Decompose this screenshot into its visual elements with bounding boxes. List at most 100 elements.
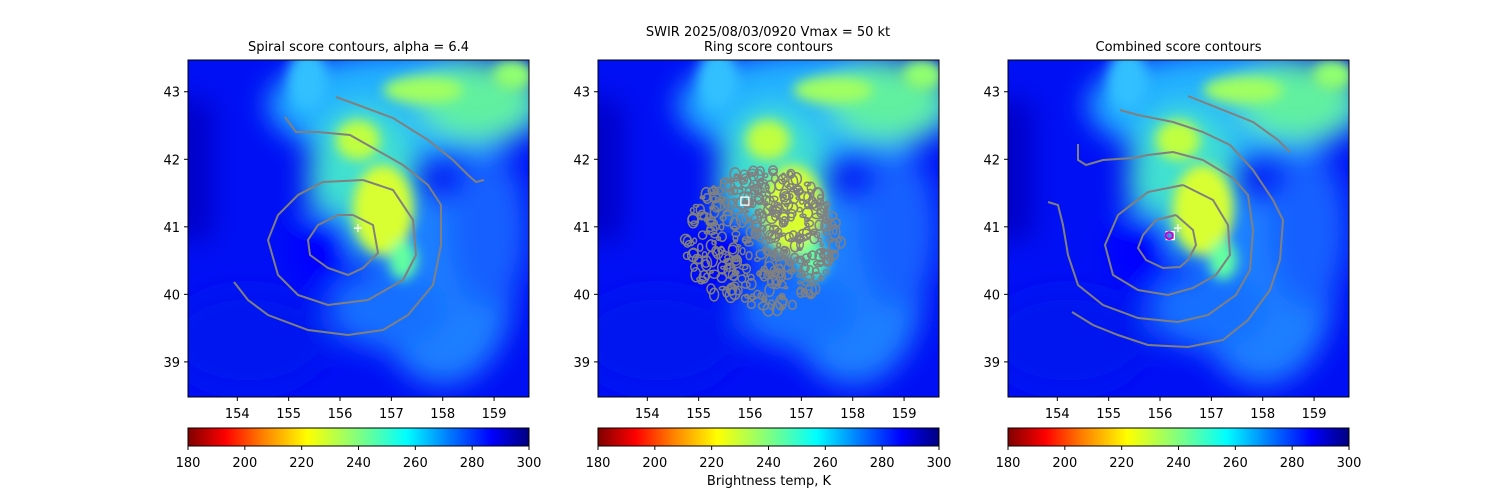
colorbar-tick-label: 240 [1166,456,1191,471]
ring-contour [711,239,717,246]
ring-contour [724,254,733,261]
ring-contour [789,239,801,253]
colorbar-tick-label: 200 [232,456,257,471]
ring-contour [772,246,785,262]
ring-contour [767,165,779,177]
ring-contour [749,199,757,209]
ring-contour [806,181,816,194]
ring-contour [709,205,720,219]
panel-3: Combined score contours 154 155 156 157 158 15… [983,40,1368,471]
x-tick-label: 155 [276,407,301,422]
colorbar-gradient [597,427,940,447]
x-tick-label: 159 [482,407,507,422]
brightness-temp-image [578,50,958,397]
x-tick-label: 157 [1199,407,1224,422]
ring-contour [789,252,800,264]
y-tick-label: 40 [573,288,590,303]
ring-contour [821,248,834,267]
ring-contour [745,277,757,291]
ring-contour [701,250,708,259]
y-tick-label: 41 [573,221,590,236]
ring-contour [691,237,698,245]
panel-2: Ring score contours 154 155 156 157 158 159 39 4… [573,40,958,471]
ring-contour [755,208,764,220]
ring-contour [780,216,789,227]
ring-contour [786,183,795,191]
x-tick-label: 158 [840,407,865,422]
ring-contour [796,273,805,279]
ring-contour [732,254,743,269]
ring-contour [769,195,779,203]
axes-frame [187,59,530,398]
ring-contour [820,218,831,233]
ring-contour [829,224,841,240]
ring-contour [816,248,826,255]
ring-contour [722,259,728,263]
ring-contour [811,212,824,220]
colorbar-gradient [1007,427,1350,447]
contour-line-3 [233,116,442,337]
y-tick-label: 43 [983,86,1000,101]
colorbar-tick-label: 220 [699,456,724,471]
ring-contour [784,257,791,262]
ring-contour [804,202,811,208]
ring-contour [796,286,805,299]
ring-contour [801,226,812,241]
ring-contour [722,209,733,217]
brightness-temp-image [988,50,1368,397]
x-tick-label: 155 [1096,407,1121,422]
panel-title: Ring score contours [704,40,833,55]
ring-contour [798,269,804,273]
ring-contour [751,229,761,237]
ring-contour [731,225,738,230]
panel-title: Combined score contours [1096,40,1262,55]
ring-contour [744,187,752,195]
colorbar-tick-label: 220 [1109,456,1134,471]
square-marker [740,196,750,206]
contour-line-4 [1071,109,1285,349]
ring-contour [679,233,692,246]
ring-contour [744,209,750,213]
ring-contour [767,275,779,289]
ring-contour [826,257,833,263]
ring-contour [745,250,753,261]
ring-contour [771,300,783,317]
ring-contour [797,280,803,285]
ring-contour [733,173,741,180]
colorbar-gradient [187,427,530,447]
contour-line-4 [335,96,485,184]
colorbar: 180 200 220 240 260 280 300 [176,427,541,471]
ring-contour [727,284,737,296]
ring-contour [717,246,726,254]
ring-contour [705,239,717,253]
contour-line-2 [266,179,418,307]
ring-contour [763,172,769,179]
ring-contour [708,287,720,302]
ring-contour [738,178,748,185]
ring-contour [764,195,776,211]
ring-contour [702,193,713,204]
colorbar-tick-label: 200 [1052,456,1077,471]
colorbar-tick-label: 220 [289,456,314,471]
ring-contour [779,193,784,199]
ring-contour [822,269,830,275]
ring-contour [814,263,822,268]
ring-contour [777,173,788,185]
ring-contour [697,279,706,285]
x-tick-label: 158 [1250,407,1275,422]
ring-contour [703,230,711,235]
ring-contour [739,246,746,256]
ring-contour [771,211,780,222]
contour-line-1 [1136,214,1198,270]
ring-contour [755,249,767,260]
ring-contour [682,235,693,248]
y-tick-label: 40 [163,288,180,303]
ring-contour [822,214,832,225]
ring-contour [724,287,737,304]
ring-contour [721,210,734,227]
colorbar-tick-label: 300 [927,456,952,471]
y-tick-label: 42 [163,153,180,168]
ring-contour [762,246,768,252]
ring-contour [719,195,725,202]
x-tick-label: 156 [738,407,763,422]
